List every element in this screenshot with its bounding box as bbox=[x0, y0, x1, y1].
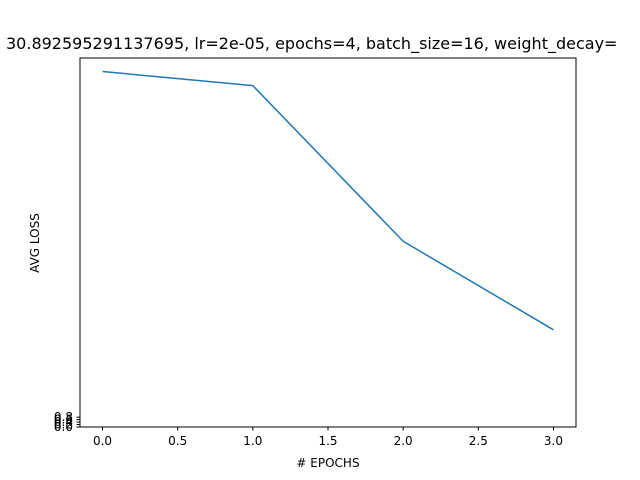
x-axis-ticks: 0.0 0.5 1.0 1.5 2.0 2.5 3.0 bbox=[93, 427, 563, 448]
series-line-0 bbox=[102, 70, 554, 331]
y-tick-label: 0.4 bbox=[54, 415, 73, 429]
y-tick-label: 0.0 bbox=[54, 420, 73, 434]
x-tick-label: 0.0 bbox=[93, 434, 112, 448]
series-layer bbox=[102, 70, 554, 331]
x-tick-label: 2.5 bbox=[469, 434, 488, 448]
x-tick-label: 1.0 bbox=[243, 434, 262, 448]
y-tick-label: 0.6 bbox=[54, 413, 73, 427]
y-tick-label: 0.8 bbox=[54, 410, 73, 424]
y-axis-label: AVG LOSS bbox=[28, 213, 42, 273]
x-tick-label: 3.0 bbox=[544, 434, 563, 448]
y-tick-label: 0.2 bbox=[54, 418, 73, 432]
x-tick-label: 2.0 bbox=[394, 434, 413, 448]
x-axis-label: # EPOCHS bbox=[296, 456, 359, 470]
chart-title: 30.892595291137695, lr=2e-05, epochs=4, … bbox=[6, 34, 617, 54]
x-tick-label: 0.5 bbox=[168, 434, 187, 448]
x-tick-label: 1.5 bbox=[318, 434, 337, 448]
y-axis-ticks: 0.00.20.40.60.8 bbox=[54, 410, 80, 434]
